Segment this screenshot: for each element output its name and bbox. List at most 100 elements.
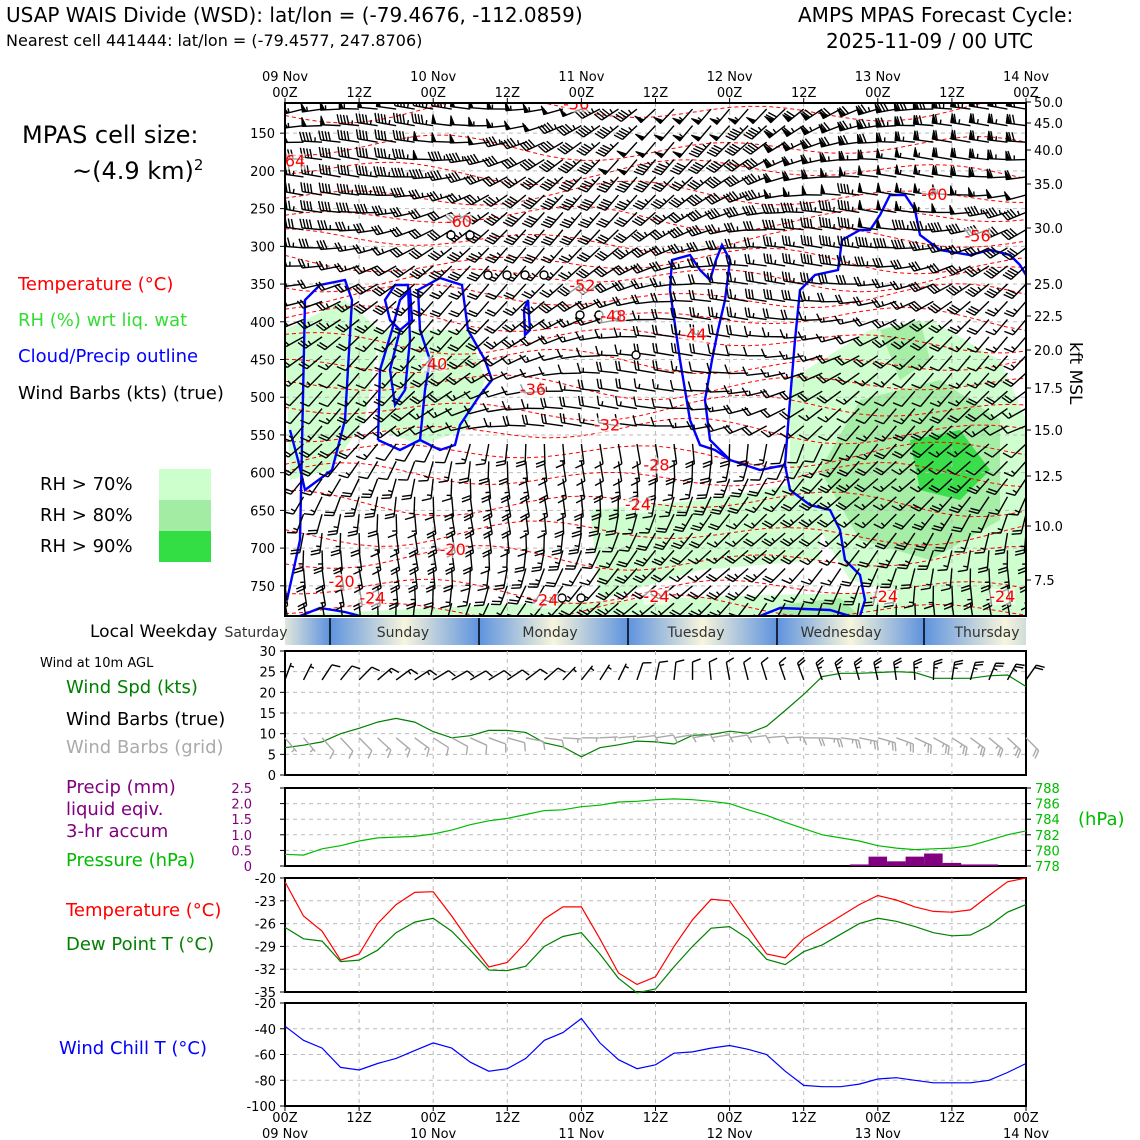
upper-wind-barb (873, 390, 897, 407)
upper-wind-barb (556, 349, 582, 360)
upper-wind-barb (614, 568, 638, 584)
upper-wind-barb (781, 156, 804, 167)
dew-label: Dew Point T (°C) (66, 934, 215, 955)
weekday-segment (330, 618, 479, 645)
upper-wind-barb (540, 194, 564, 211)
upper-wind-barb (634, 125, 657, 141)
pressure-tick-label: 250 (250, 203, 275, 218)
isotherm-label: -24 (643, 587, 669, 606)
upper-wind-barb (557, 159, 582, 174)
upper-wind-barb (633, 159, 657, 176)
upper-wind-barb (344, 496, 360, 518)
upper-wind-barb (318, 460, 342, 478)
upper-wind-barb (724, 238, 749, 249)
upper-wind-barb (482, 514, 493, 539)
upper-wind-barb (364, 496, 379, 519)
upper-wind-barb (947, 319, 971, 335)
upper-wind-barb (652, 360, 675, 374)
upper-wind-barb (889, 280, 916, 291)
upper-wind-barb (578, 395, 601, 410)
upper-wind-barb (352, 283, 378, 295)
upper-wind-barb (466, 283, 490, 301)
precip-bar (979, 864, 999, 866)
upper-wind-barb (781, 252, 804, 267)
upper-wind-barb (652, 342, 675, 357)
upper-wind-barb (876, 182, 897, 196)
upper-wind-barb (820, 184, 841, 196)
upper-wind-barb (355, 113, 378, 127)
upper-wind-barb (316, 336, 342, 351)
upper-wind-barb (613, 125, 638, 141)
upper-wind-barb (707, 343, 730, 357)
upper-wind-barb (873, 513, 897, 529)
upper-wind-barb (667, 259, 693, 270)
kft-tick-label: 17.5 (1034, 382, 1063, 397)
bottom-date-label: 14 Nov (1003, 1127, 1049, 1140)
upper-wind-barb (781, 235, 804, 249)
upper-wind-barb (350, 532, 361, 557)
upper-wind-barb (466, 319, 490, 335)
wind-barb-true (302, 663, 315, 681)
upper-wind-barb (285, 229, 286, 230)
upper-wind-barb (415, 443, 434, 463)
upper-wind-barb (931, 129, 953, 143)
upper-wind-barb (633, 396, 656, 410)
wind-barb-grid (803, 737, 826, 747)
precip-bar (961, 864, 980, 866)
upper-wind-barb (679, 478, 694, 501)
upper-wind-barb (857, 165, 878, 178)
upper-wind-barb (412, 149, 434, 161)
upper-wind-barb (742, 204, 767, 216)
upper-wind-barb (335, 318, 360, 333)
upper-wind-barb (673, 513, 694, 533)
upper-wind-barb (762, 235, 786, 249)
upper-wind-barb (537, 318, 564, 330)
pressure-tick-label: 400 (250, 316, 275, 331)
upper-wind-barb (760, 425, 786, 438)
upper-wind-barb (482, 496, 493, 522)
upper-wind-barb (744, 585, 768, 602)
upper-wind-barb (778, 350, 804, 361)
upper-wind-barb (709, 108, 731, 126)
upper-wind-barb (986, 149, 1008, 161)
upper-wind-barb (874, 425, 897, 442)
upper-wind-barb (723, 174, 749, 188)
upper-wind-barb (286, 513, 305, 534)
upper-wind-barb (435, 443, 453, 464)
upper-wind-barb (741, 425, 767, 436)
weekday-segment (285, 618, 330, 645)
upper-wind-barb (1005, 113, 1026, 127)
upper-wind-barb (300, 182, 323, 196)
upper-wind-barb (726, 288, 749, 303)
upper-wind-barb (354, 319, 379, 334)
upper-wind-barb (987, 113, 1008, 127)
upper-wind-barb (336, 425, 360, 441)
upper-wind-barb (651, 176, 675, 193)
upper-wind-barb (387, 514, 398, 539)
upper-wind-barb (980, 568, 991, 593)
wind-barb-true (873, 657, 883, 681)
upper-wind-barb (358, 603, 361, 616)
wind-barb-true (599, 664, 612, 681)
upper-wind-barb (408, 189, 434, 200)
upper-wind-barb (704, 422, 730, 433)
upper-wind-barb (676, 496, 694, 517)
upper-wind-barb (373, 390, 397, 407)
upper-wind-barb (894, 116, 915, 127)
top-date-label: 14 Nov (1003, 70, 1049, 85)
precip-label-2: liquid eqiv. (66, 799, 164, 820)
precip-bar (868, 856, 888, 866)
wind-tick-label: 5 (268, 748, 276, 763)
upper-wind-barb (818, 216, 841, 231)
wind-barb-grid (358, 737, 373, 759)
upper-wind-barb (920, 568, 935, 591)
isotherm (285, 103, 986, 124)
upper-wind-barb (911, 408, 934, 425)
upper-wind-barb (490, 585, 508, 606)
upper-wind-barb (576, 141, 601, 156)
upper-wind-barb (926, 242, 953, 254)
upper-wind-barb (855, 532, 879, 549)
upper-wind-barb (446, 355, 471, 370)
upper-wind-barb (911, 390, 934, 408)
upper-wind-barb (577, 229, 601, 246)
